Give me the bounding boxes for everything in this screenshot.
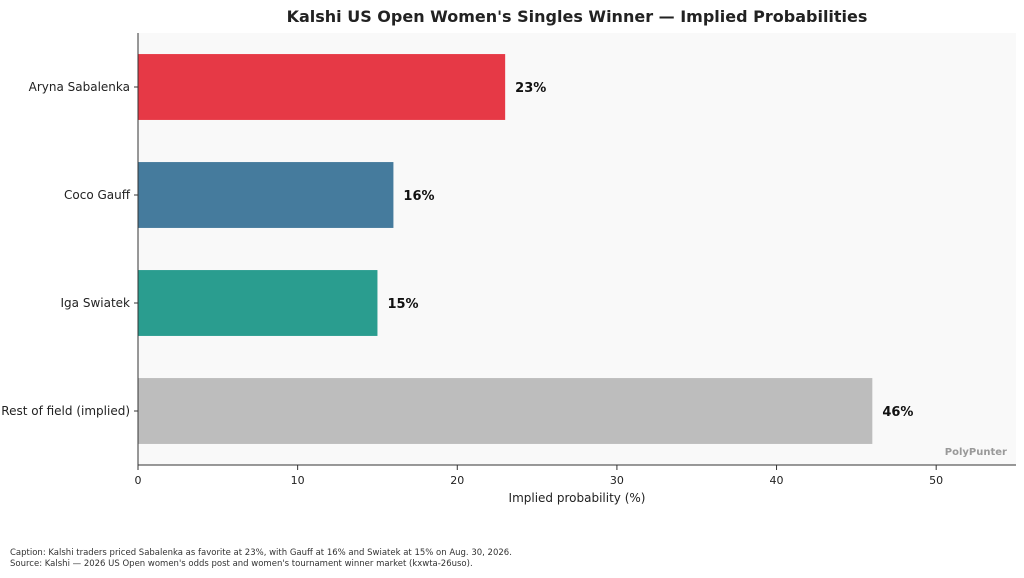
x-tick-label: 10 bbox=[291, 474, 305, 487]
watermark: PolyPunter bbox=[945, 447, 1007, 458]
value-label: 23% bbox=[515, 81, 546, 96]
x-tick-label: 0 bbox=[135, 474, 142, 487]
x-tick-label: 50 bbox=[929, 474, 943, 487]
bar bbox=[138, 162, 394, 228]
bar bbox=[138, 54, 506, 120]
bar bbox=[138, 270, 378, 336]
x-axis-label: Implied probability (%) bbox=[509, 491, 646, 505]
x-tick-label: 40 bbox=[770, 474, 784, 487]
category-label: Aryna Sabalenka bbox=[29, 80, 130, 94]
bars-layer bbox=[138, 54, 873, 444]
x-ticks: 0 10 20 30 40 50 bbox=[135, 465, 943, 487]
category-label: Rest of field (implied) bbox=[1, 404, 130, 418]
caption-line: Caption: Kalshi traders priced Sabalenka… bbox=[10, 548, 512, 558]
category-label: Iga Swiatek bbox=[61, 296, 131, 310]
chart-title: Kalshi US Open Women's Singles Winner — … bbox=[287, 7, 868, 26]
x-tick-label: 30 bbox=[610, 474, 624, 487]
x-tick-label: 20 bbox=[450, 474, 464, 487]
labels-layer: Aryna Sabalenka 23% Coco Gauff 16% Iga Swiat… bbox=[1, 80, 913, 420]
source-line: Source: Kalshi — 2026 US Open women's od… bbox=[10, 559, 473, 569]
value-label: 46% bbox=[882, 405, 913, 420]
value-label: 15% bbox=[387, 297, 418, 312]
value-label: 16% bbox=[403, 189, 434, 204]
bar bbox=[138, 378, 873, 444]
category-label: Coco Gauff bbox=[64, 188, 131, 202]
